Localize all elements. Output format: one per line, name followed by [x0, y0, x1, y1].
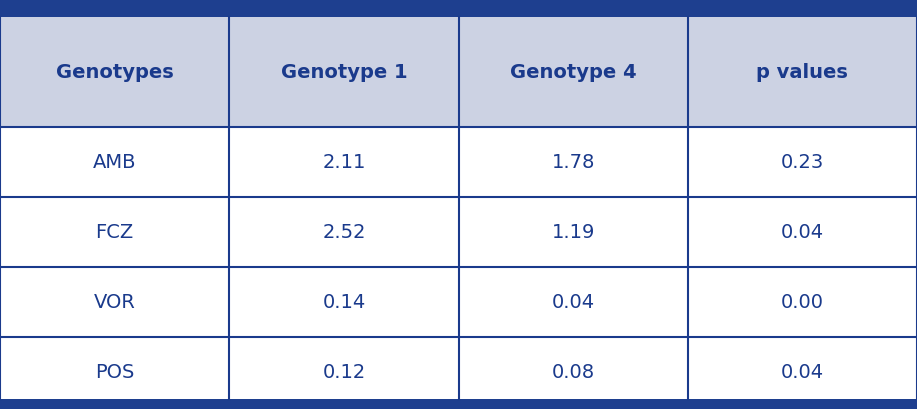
Bar	[0, 267, 917, 337]
Text: Genotypes: Genotypes	[56, 63, 173, 82]
Bar	[0, 128, 917, 198]
Text: 0.23: 0.23	[780, 153, 824, 172]
Text: 0.04: 0.04	[780, 363, 824, 382]
Text: 2.11: 2.11	[322, 153, 366, 172]
Text: POS: POS	[95, 363, 134, 382]
Text: 1.19: 1.19	[551, 223, 595, 242]
Text: 0.08: 0.08	[551, 363, 595, 382]
Text: 0.00: 0.00	[781, 293, 823, 312]
Text: FCZ: FCZ	[95, 223, 134, 242]
Text: 2.52: 2.52	[322, 223, 366, 242]
Bar	[0, 0, 917, 18]
Text: Genotype 4: Genotype 4	[510, 63, 636, 82]
Bar	[0, 198, 917, 267]
Bar	[0, 337, 917, 407]
Text: 1.78: 1.78	[551, 153, 595, 172]
Text: 0.04: 0.04	[551, 293, 595, 312]
Text: AMB: AMB	[93, 153, 137, 172]
Text: 0.04: 0.04	[780, 223, 824, 242]
Text: VOR: VOR	[94, 293, 136, 312]
Bar	[0, 18, 917, 128]
Text: p values: p values	[757, 63, 848, 82]
Text: 0.12: 0.12	[322, 363, 366, 382]
Bar	[0, 399, 917, 409]
Text: 0.14: 0.14	[322, 293, 366, 312]
Text: Genotype 1: Genotype 1	[281, 63, 407, 82]
